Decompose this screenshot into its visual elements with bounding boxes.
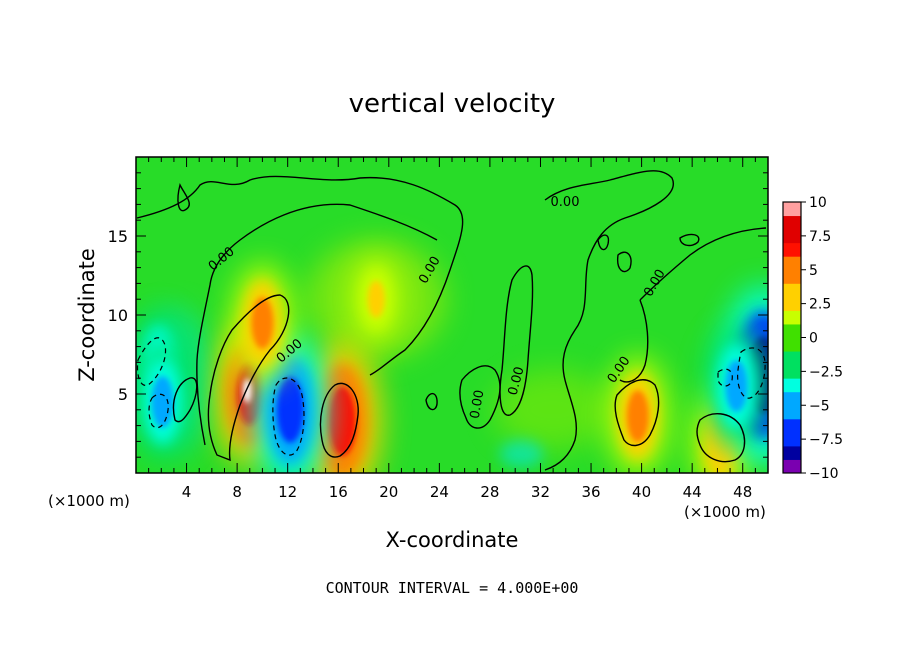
x-axis: 4 8 12 16 20 24 28 32 36 40 44 48 [148,157,756,501]
colorbar-tick-label: −2.5 [809,364,843,380]
field-blob [251,297,274,349]
zero-contour [614,379,660,447]
colorbar-tick-label: −10 [809,466,839,482]
x-axis-label: X-coordinate [386,528,519,552]
colorbar-swatch [783,229,801,244]
negative-contours [136,337,766,456]
field-blob [626,390,649,442]
colorbar-tick-label: 2.5 [809,297,831,313]
colorbar-swatch [783,202,801,217]
colorbar-swatch [783,296,801,311]
negative-contour [717,368,733,387]
zero-contour [616,251,632,273]
colorbar-swatch [783,445,801,460]
y-tick-label: 15 [108,227,128,246]
colorbar-tick-label: −5 [809,398,830,414]
colorbar-swatch [783,405,801,420]
x-tick-label: 36 [581,483,600,501]
zero-contour [696,413,746,463]
colorbar-swatch [783,459,801,474]
zero-contour [499,265,534,416]
x-tick-label: 4 [182,483,192,501]
colorbar-swatch [783,391,801,406]
zero-contour [639,227,767,301]
field-blob [499,440,544,469]
field-blob [151,376,174,428]
zero-contour [207,294,290,462]
chart-title: vertical velocity [349,89,556,119]
x-tick-label: 20 [379,483,398,501]
x-tick-label: 48 [733,483,752,501]
field-blob [725,360,748,412]
colorbar-swatch [783,323,801,338]
field-blob [328,386,357,456]
contour-label: 0.00 [506,365,528,397]
zero-contour [136,175,464,376]
zero-contours [136,170,767,471]
zero-contour [544,170,675,471]
colorbar-tick-label: 5 [809,263,818,279]
x-tick-label: 12 [278,483,297,501]
colorbar-tick-label: 0 [809,331,818,347]
colorbar-tick-label: −7.5 [809,432,843,448]
field-blob [276,376,304,443]
x-unit-left: (×1000 m) [48,492,130,510]
contour-interval-note: CONTOUR INTERVAL = 4.000E+00 [326,579,579,597]
colorbar-swatch [783,242,801,257]
y-tick-label: 5 [118,385,128,404]
x-unit-right: (×1000 m) [684,503,766,521]
colorbar-tick-label: 7.5 [809,229,831,245]
x-tick-label: 28 [480,483,499,501]
colorbar-swatch [783,215,801,230]
colorbar-swatch [783,364,801,379]
zero-contour [679,233,700,247]
zero-contour [172,377,198,423]
colorbar-swatch [783,256,801,271]
contour-label: 0.00 [468,389,488,420]
negative-contour [136,337,167,386]
zero-contour [459,365,501,429]
x-tick-label: 16 [329,483,348,501]
y-axis-label: Z-coordinate [75,248,99,382]
zero-contour [425,393,438,411]
zero-contour [196,203,438,446]
negative-contour [148,393,169,429]
x-tick-label: 32 [531,483,550,501]
x-tick-label: 8 [232,483,242,501]
zero-contour [619,299,649,383]
colorbar: 10 7.5 5 2.5 0 −2.5 −5 −7.5 −10 [782,195,843,482]
y-axis: 5 10 15 [108,172,768,458]
field-blob [367,280,385,318]
x-tick-label: 44 [683,483,702,501]
field-blob [493,369,614,450]
colorbar-swatch [783,337,801,352]
zero-contour [177,183,190,212]
contour-label: 0.00 [551,195,580,210]
x-tick-label: 24 [430,483,449,501]
zero-contour [319,382,359,458]
colorbar-tick-label: 10 [809,195,827,211]
negative-contour [737,347,766,399]
colorbar-swatch [783,351,801,366]
plot-area: 0.000.000.000.000.00 0.000.000.00 [135,156,769,474]
colorbar-swatch [783,418,801,433]
x-tick-label: 40 [632,483,651,501]
colorbar-swatch [783,378,801,393]
zero-contour [597,234,610,251]
colorbar-swatch [783,269,801,284]
colorbar-swatch [783,283,801,298]
y-tick-label: 10 [108,306,128,325]
colorbar-swatch [783,432,801,447]
negative-contour [272,377,305,456]
colorbar-swatch [783,310,801,325]
